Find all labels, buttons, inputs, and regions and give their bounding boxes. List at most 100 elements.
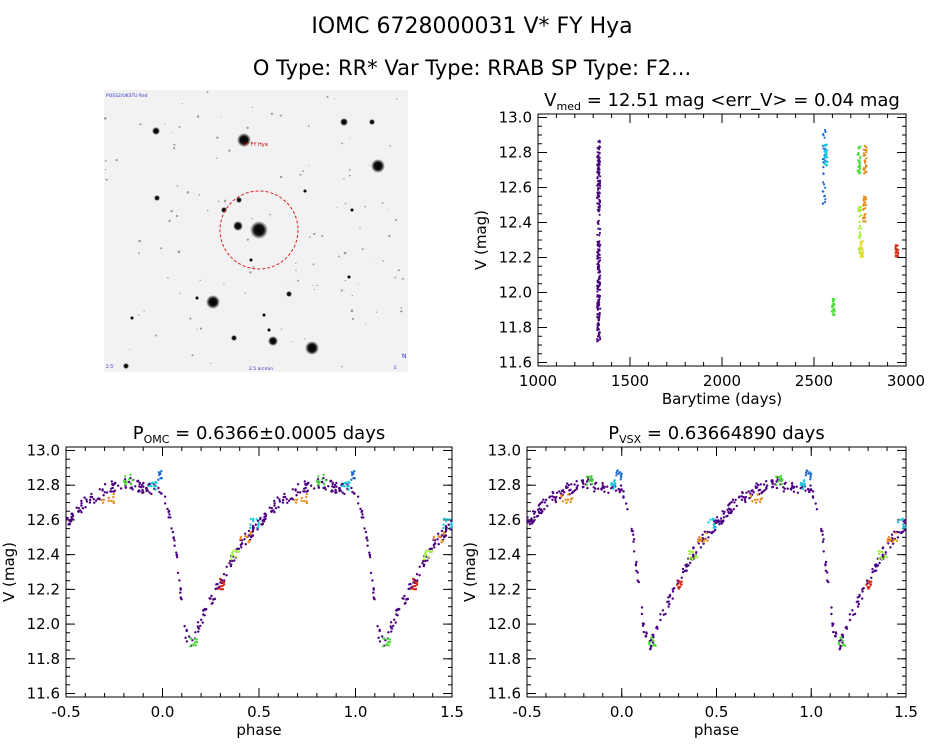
data-point <box>859 209 862 212</box>
data-point <box>195 640 199 644</box>
data-point <box>742 496 745 499</box>
data-point <box>232 549 235 552</box>
data-point <box>597 319 600 322</box>
data-point <box>591 479 594 482</box>
data-point <box>372 591 375 594</box>
data-point <box>617 488 620 491</box>
data-point <box>859 145 862 148</box>
data-point <box>744 495 747 499</box>
data-point <box>859 206 863 209</box>
data-point <box>281 498 285 502</box>
y-tick-label: 12.8 <box>27 476 60 494</box>
faint-star <box>104 117 107 120</box>
data-point <box>234 555 237 558</box>
data-point <box>612 483 616 486</box>
y-tick-label: 12.8 <box>488 476 521 494</box>
data-point <box>822 166 825 169</box>
faint-star <box>401 277 404 280</box>
data-point <box>832 630 835 634</box>
faint-star <box>350 309 354 313</box>
data-point <box>368 553 372 557</box>
x-tick-label: -0.5 <box>512 703 541 721</box>
data-point <box>619 475 623 479</box>
data-point <box>863 172 866 175</box>
data-point <box>596 221 599 224</box>
data-point <box>110 480 114 483</box>
data-point <box>831 622 834 625</box>
data-point <box>565 501 568 504</box>
data-point <box>176 571 180 575</box>
data-point <box>541 500 544 504</box>
data-point <box>804 489 807 492</box>
data-point <box>199 624 202 628</box>
star <box>221 207 227 213</box>
data-point <box>85 500 89 503</box>
data-point <box>352 476 355 480</box>
data-point <box>129 486 132 490</box>
y-tick-label: 12.4 <box>499 214 532 232</box>
data-point <box>744 500 747 504</box>
faint-star <box>228 149 231 152</box>
data-point <box>616 469 619 472</box>
data-point <box>287 499 291 502</box>
data-point <box>637 580 640 584</box>
faint-star <box>394 218 397 222</box>
data-point <box>841 639 845 642</box>
data-point <box>442 523 445 526</box>
data-point <box>357 502 360 505</box>
data-point <box>596 197 599 200</box>
star <box>267 328 271 332</box>
y-tick-label: 12.4 <box>27 546 60 564</box>
data-point <box>671 597 674 600</box>
data-point <box>823 183 826 186</box>
data-point <box>164 502 167 505</box>
data-point <box>444 534 448 537</box>
data-point <box>838 647 842 650</box>
data-point <box>251 528 255 531</box>
data-point <box>641 622 645 625</box>
faint-star <box>104 168 107 171</box>
data-point <box>369 571 373 575</box>
data-point <box>693 556 697 559</box>
data-point <box>210 594 213 598</box>
y-tick-label: 12.8 <box>499 144 532 162</box>
data-point <box>154 488 157 491</box>
data-point <box>66 516 69 520</box>
faint-star <box>343 251 347 255</box>
data-point <box>83 496 86 499</box>
data-point <box>197 627 201 630</box>
faint-star <box>388 234 391 238</box>
data-point <box>411 577 415 581</box>
data-point <box>598 275 601 279</box>
y-tick-label: 12.6 <box>499 179 532 197</box>
data-point <box>346 485 349 488</box>
data-point <box>863 167 866 170</box>
faint-star <box>179 292 181 295</box>
data-point <box>853 612 857 616</box>
chart-title: POMC = 0.6366±0.0005 days <box>133 423 385 446</box>
data-point <box>228 562 231 565</box>
data-point <box>864 161 867 164</box>
data-point <box>175 553 179 557</box>
y-axis-label: V (mag) <box>472 210 490 270</box>
data-point <box>179 587 182 590</box>
data-point <box>229 559 232 563</box>
data-point <box>127 480 131 484</box>
data-point <box>598 156 601 159</box>
x-tick-label: 1.5 <box>894 703 918 721</box>
data-point <box>757 489 760 492</box>
data-point <box>599 307 602 310</box>
data-point <box>599 243 602 246</box>
data-point <box>239 537 243 541</box>
data-point <box>378 628 381 632</box>
data-point <box>124 482 128 485</box>
faint-star <box>181 103 183 105</box>
data-point <box>762 483 766 486</box>
data-point <box>692 546 695 549</box>
data-point <box>309 484 313 487</box>
data-point <box>861 239 864 243</box>
faint-star <box>210 362 212 364</box>
data-point <box>172 537 175 540</box>
data-point <box>101 488 104 491</box>
y-tick-label: 13.0 <box>27 441 60 459</box>
